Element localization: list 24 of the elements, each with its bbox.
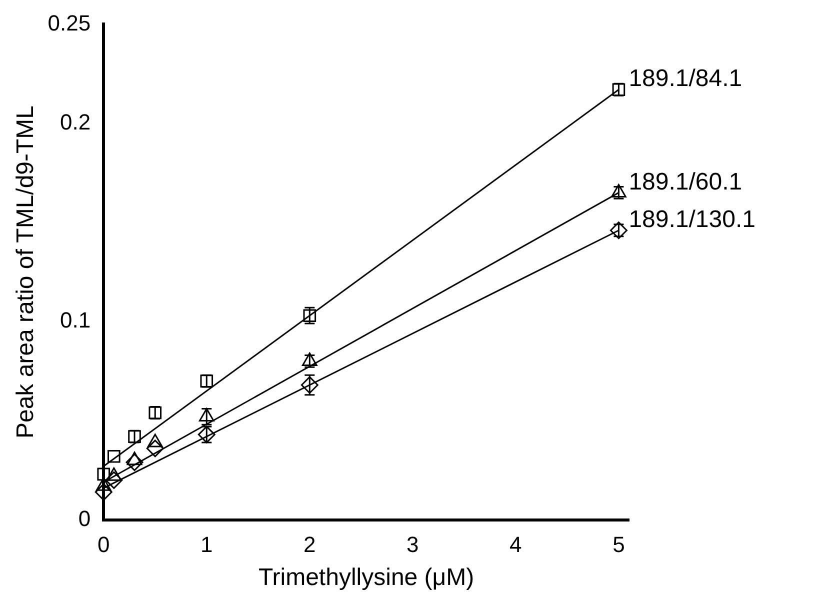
point [108,450,120,463]
point [198,426,216,444]
x-tick-label: 3 [406,532,419,558]
y-axis-title: Peak area ratio of TML/d9-TML [12,105,40,439]
y-tick-label: 0 [78,506,91,531]
x-tick-label: 2 [304,532,316,558]
series-label: 189.1/84.1 [628,65,742,92]
x-tick-label: 4 [510,532,522,558]
y-tick-label: 0.2 [60,109,91,134]
point [300,376,318,394]
y-tick-label: 0.1 [60,308,91,333]
y-tick-label: 0.25 [48,10,91,36]
point [126,454,144,472]
point [97,468,110,481]
point [610,222,628,240]
x-tick-label: 0 [97,532,110,558]
series-label: 189.1/60.1 [628,168,742,196]
point [105,471,123,489]
x-tick-label: 5 [612,532,625,558]
point [94,483,112,501]
x-tick-label: 1 [200,532,213,558]
x-axis-title: Trimethyllysine (μM) [258,564,474,592]
series-label: 189.1/130.1 [628,206,756,233]
point [146,440,164,458]
